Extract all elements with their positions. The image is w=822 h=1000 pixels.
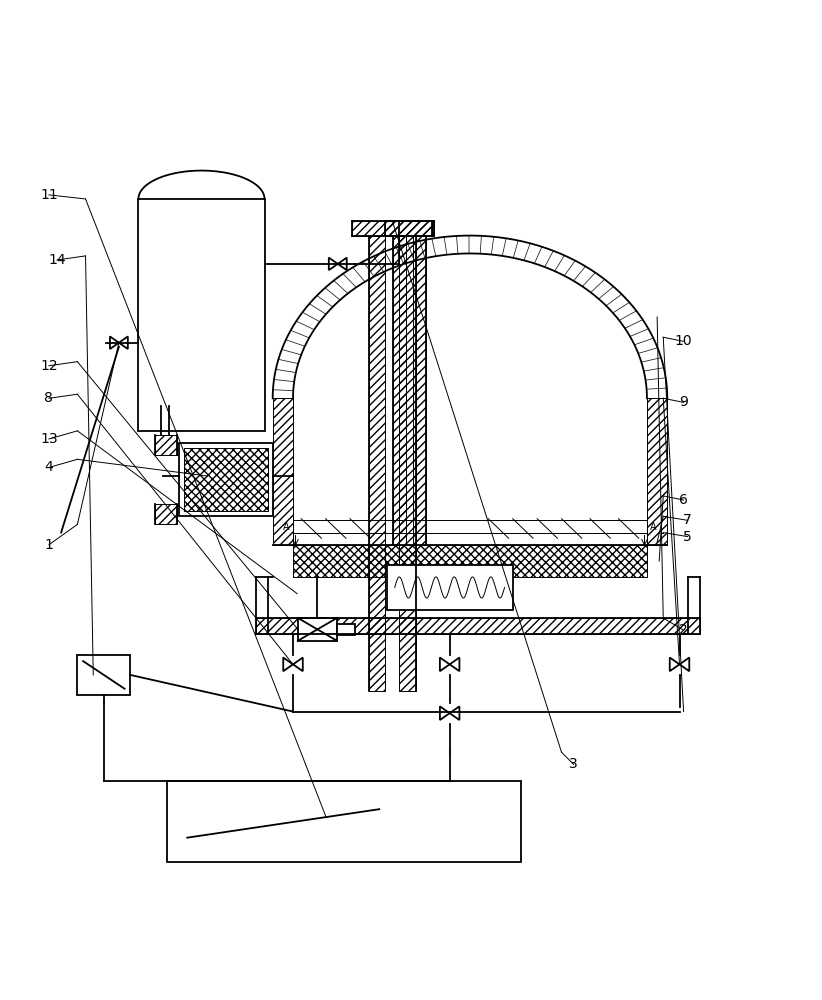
Bar: [393, 236, 406, 545]
Bar: [184, 448, 268, 511]
Bar: [647, 398, 667, 545]
Text: 7: 7: [683, 513, 692, 527]
Bar: [77, 655, 130, 695]
Bar: [399, 236, 416, 691]
Text: 11: 11: [40, 188, 58, 202]
Text: 4: 4: [44, 460, 53, 474]
Text: 8: 8: [44, 391, 53, 405]
Text: 12: 12: [40, 359, 58, 373]
Bar: [293, 545, 647, 577]
Text: 6: 6: [679, 493, 688, 507]
Bar: [167, 781, 521, 862]
Text: 14: 14: [48, 253, 66, 267]
Text: 5: 5: [683, 530, 692, 544]
Bar: [179, 443, 273, 516]
Text: A: A: [650, 522, 657, 532]
Bar: [385, 221, 434, 236]
Bar: [337, 624, 355, 635]
Bar: [155, 504, 178, 524]
Text: 10: 10: [675, 334, 692, 348]
Text: 3: 3: [570, 757, 578, 771]
Text: 2: 2: [679, 623, 688, 637]
Text: 13: 13: [40, 432, 58, 446]
Bar: [273, 398, 293, 545]
Bar: [353, 221, 432, 236]
Bar: [256, 618, 700, 634]
Text: 9: 9: [679, 395, 688, 409]
Bar: [298, 618, 337, 641]
Bar: [138, 199, 265, 431]
Bar: [369, 236, 386, 691]
Bar: [413, 236, 426, 545]
Bar: [155, 435, 178, 455]
Text: 1: 1: [44, 538, 53, 552]
Text: A: A: [284, 522, 290, 532]
Bar: [386, 565, 513, 610]
